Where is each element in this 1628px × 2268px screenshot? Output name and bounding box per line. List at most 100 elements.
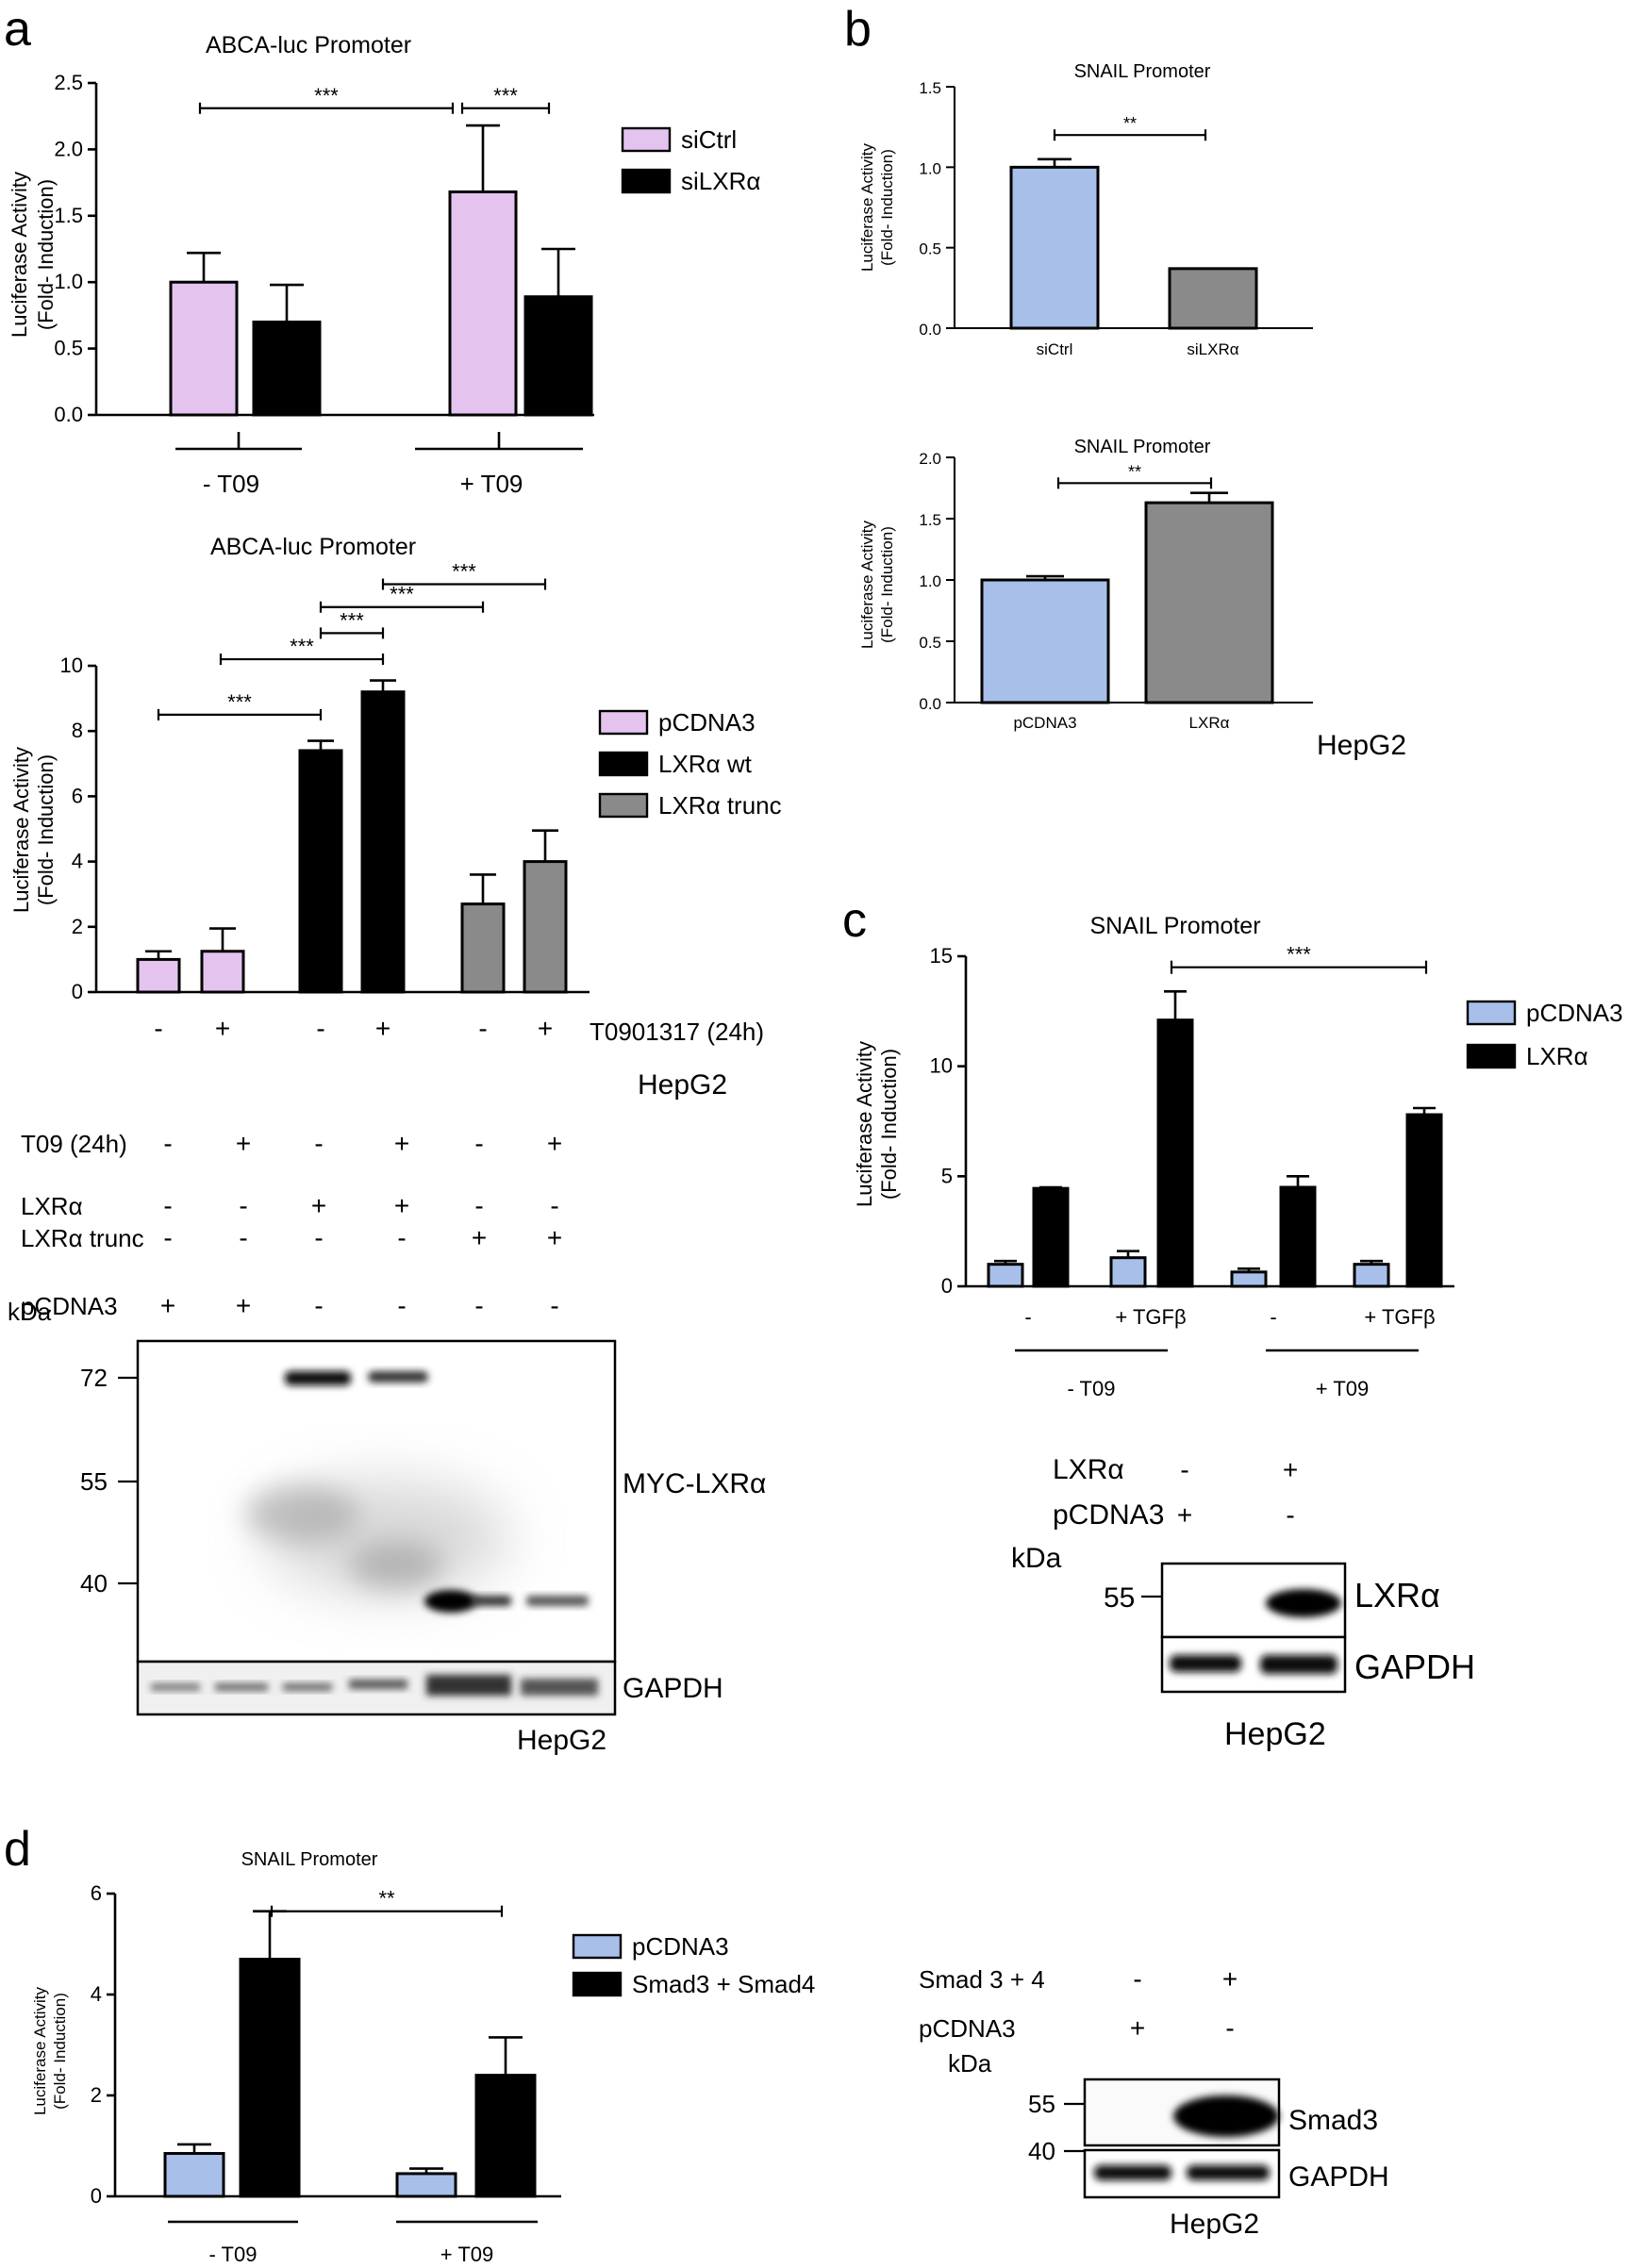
band-trunc xyxy=(526,1596,589,1606)
condition-sign: - xyxy=(163,1191,172,1220)
y-tick-label: 1.0 xyxy=(919,572,941,590)
condition-sign: + xyxy=(394,1191,409,1220)
band-label-gapdh: GAPDH xyxy=(623,1673,723,1704)
y-axis-label: Luciferase Activity xyxy=(31,1986,49,2115)
panel-label-a: a xyxy=(4,2,31,57)
legend-swatch xyxy=(598,709,649,736)
bar xyxy=(448,190,518,417)
band-gapdh xyxy=(349,1680,407,1689)
x-tick-label: siLXRα xyxy=(1187,340,1238,358)
bar xyxy=(395,2172,457,2198)
bar xyxy=(1032,1186,1070,1288)
legend-label: LXRα xyxy=(1526,1042,1588,1070)
y-tick-label: 2.0 xyxy=(54,137,83,160)
chart-b1: SNAIL Promoter Luciferase Activity (Fold… xyxy=(858,61,1313,358)
x-tick-label: + TGFβ xyxy=(1115,1305,1186,1329)
legend-label: LXRα trunc xyxy=(658,791,782,819)
condition-sign: + xyxy=(394,1129,409,1158)
kda-label: kDa xyxy=(948,2049,992,2078)
chart-title: ABCA-luc Promoter xyxy=(210,534,416,560)
marker-40: 40 xyxy=(80,1569,108,1598)
legend-swatch xyxy=(572,1933,623,1960)
condition-sign: - xyxy=(239,1191,247,1220)
group-label: + T09 xyxy=(1316,1377,1369,1400)
bar xyxy=(1279,1185,1317,1288)
band-gapdh xyxy=(1170,1655,1241,1672)
chart-b2: SNAIL Promoter Luciferase Activity (Fold… xyxy=(858,437,1406,761)
condition-sign: - xyxy=(550,1291,558,1320)
condition-sign: + xyxy=(1130,2013,1145,2043)
bar xyxy=(474,2074,537,2198)
band-gapdh xyxy=(1260,1655,1337,1674)
condition-sign: - xyxy=(1180,1455,1188,1484)
condition-sign: - xyxy=(163,1129,172,1158)
chart-c: SNAIL Promoter Luciferase Activity (Fold… xyxy=(853,913,1623,1400)
x-tick-label: + xyxy=(375,1014,390,1043)
x-tick-label: - xyxy=(1270,1305,1276,1329)
condition-row-label: LXRα xyxy=(21,1192,83,1220)
condition-row-label: LXRα trunc xyxy=(21,1224,144,1252)
condition-row-label: pCDNA3 xyxy=(919,2014,1016,2043)
x-tick-label: - xyxy=(478,1014,487,1043)
band-label-myc-lxr: MYC-LXRα xyxy=(623,1468,766,1499)
condition-sign: - xyxy=(474,1291,483,1320)
band-trunc xyxy=(424,1590,477,1613)
chart-title: SNAIL Promoter xyxy=(1089,913,1260,939)
chart-title: ABCA-luc Promoter xyxy=(206,32,411,58)
y-tick-label: 0.0 xyxy=(54,403,83,426)
y-axis-label-2: (Fold- Induction) xyxy=(877,1049,901,1200)
y-axis-label-2: (Fold- Induction) xyxy=(878,526,896,643)
legend-label: siCtrl xyxy=(681,125,737,154)
significance-label: *** xyxy=(452,560,476,584)
y-axis-label-2: (Fold- Induction) xyxy=(878,149,896,266)
chart-title: SNAIL Promoter xyxy=(1074,61,1211,82)
y-tick-label: 0.5 xyxy=(919,634,941,652)
y-tick-label: 6 xyxy=(72,784,83,807)
condition-sign: - xyxy=(1225,2013,1234,2043)
marker-55: 55 xyxy=(1104,1582,1135,1614)
band-gapdh xyxy=(215,1683,268,1691)
band-lxr xyxy=(285,1371,351,1385)
x-tick-label: pCDNA3 xyxy=(1013,714,1076,732)
y-axis-label-2: (Fold- Induction) xyxy=(34,179,58,330)
group-label: - T09 xyxy=(209,2243,257,2266)
condition-sign: + xyxy=(236,1291,251,1320)
bar xyxy=(460,902,506,994)
band-lxr xyxy=(1266,1589,1341,1617)
western-blot-a: T09 (24h) - + - + - +LXRα - - + + - -LXRα trunc - - - - +… xyxy=(8,1129,766,1756)
band-smad3 xyxy=(1173,2095,1279,2137)
condition-sign: - xyxy=(1286,1500,1294,1530)
bar xyxy=(1156,1018,1194,1288)
band-gapdh xyxy=(151,1683,200,1691)
cell-line-label: HepG2 xyxy=(1317,730,1406,761)
marker-72: 72 xyxy=(80,1364,108,1392)
y-tick-label: 1.0 xyxy=(919,159,941,177)
x-tick-label: siCtrl xyxy=(1037,340,1073,358)
y-tick-label: 0 xyxy=(72,980,83,1003)
condition-row-label: T09 (24h) xyxy=(21,1130,127,1158)
band-lxr xyxy=(368,1371,428,1382)
legend-label: LXRα wt xyxy=(658,750,753,778)
condition-sign: + xyxy=(472,1223,487,1252)
y-axis-label-2: (Fold- Induction) xyxy=(51,1993,69,2110)
condition-sign: - xyxy=(474,1191,483,1220)
y-tick-label: 1.0 xyxy=(54,270,83,293)
condition-sign: - xyxy=(397,1223,406,1252)
condition-sign: + xyxy=(160,1291,175,1320)
blot-bands-gapdh xyxy=(151,1675,598,1696)
y-axis-label: Luciferase Activity xyxy=(853,1041,876,1207)
bar xyxy=(987,1263,1024,1288)
marker-55: 55 xyxy=(1028,2090,1055,2118)
y-tick-label: 10 xyxy=(930,1054,953,1078)
chart-a2: ABCA-luc Promoter Luciferase Activity (F… xyxy=(9,534,782,1101)
band-trunc xyxy=(472,1596,511,1606)
group-label: - T09 xyxy=(203,470,259,498)
y-tick-label: 10 xyxy=(60,654,83,677)
legend-label: siLXRα xyxy=(681,167,760,195)
marker-55: 55 xyxy=(80,1467,108,1496)
smear xyxy=(349,1542,443,1589)
legend-swatch xyxy=(598,751,649,777)
significance-label: *** xyxy=(227,690,252,714)
condition-sign: - xyxy=(314,1223,323,1252)
y-axis-label: Luciferase Activity xyxy=(858,520,876,649)
